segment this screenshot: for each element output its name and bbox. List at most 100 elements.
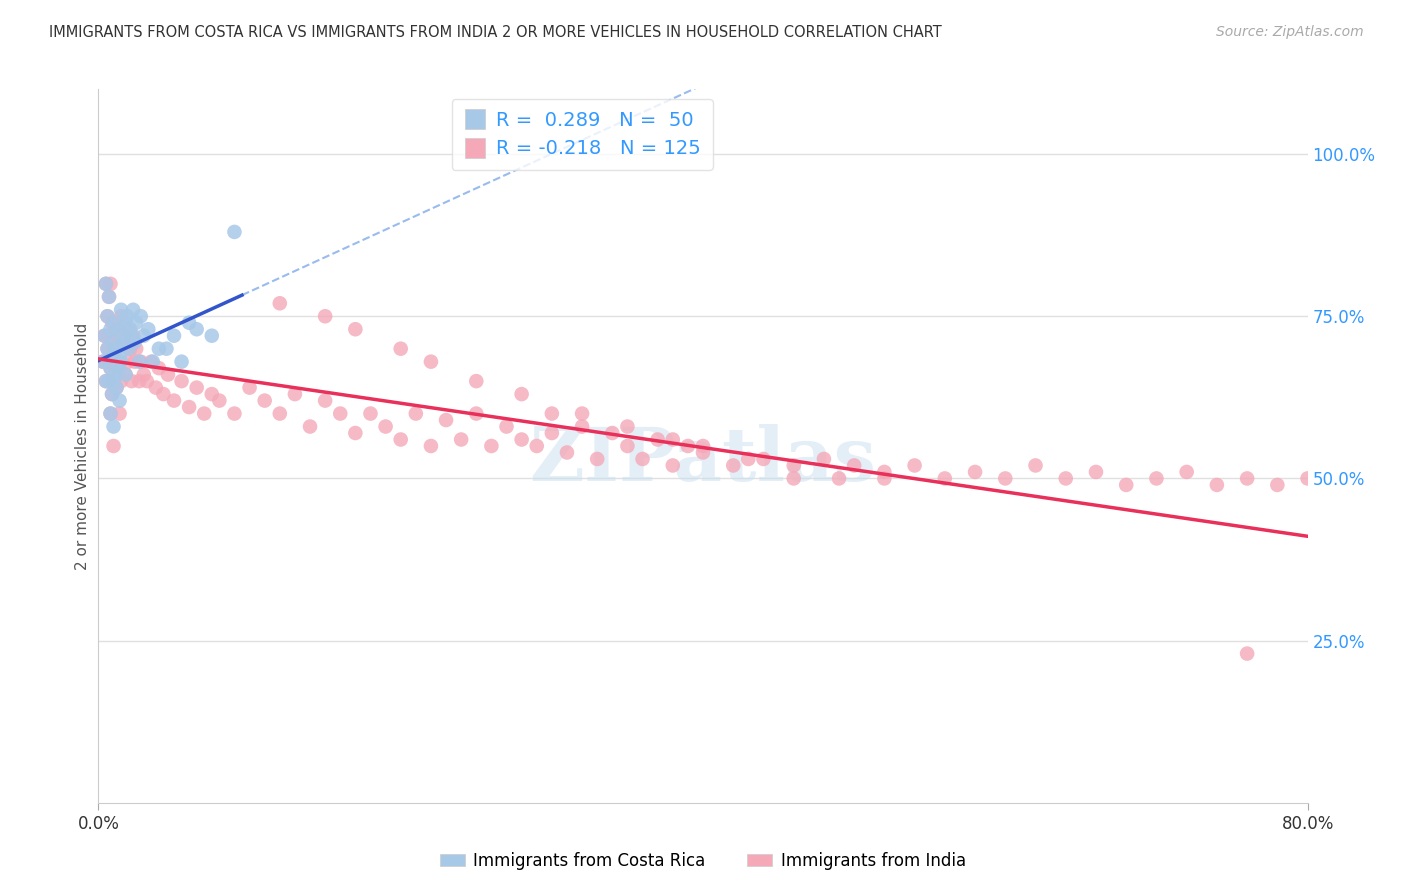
Point [104, 316, 127, 330]
Point [93, 328, 115, 343]
Point [224, 407, 246, 421]
Point [148, 342, 170, 356]
Point [904, 458, 927, 473]
Point [510, 387, 533, 401]
Point [104, 368, 127, 382]
Point [737, 452, 759, 467]
Point [96, 310, 118, 324]
Point [186, 381, 208, 395]
Point [105, 381, 128, 395]
Point [571, 407, 593, 421]
Point [647, 433, 669, 447]
Point [224, 225, 246, 239]
Point [124, 354, 146, 368]
Point [156, 368, 179, 382]
Point [104, 322, 127, 336]
Point [783, 471, 806, 485]
Point [94, 277, 117, 291]
Point [125, 342, 148, 356]
Point [692, 439, 714, 453]
Point [107, 361, 129, 376]
Point [98, 374, 121, 388]
Point [676, 439, 699, 453]
Point [1175, 465, 1198, 479]
Point [142, 354, 165, 368]
Point [120, 322, 142, 336]
Point [101, 348, 124, 362]
Point [269, 296, 291, 310]
Point [1267, 478, 1289, 492]
Point [1054, 471, 1077, 485]
Point [121, 374, 143, 388]
Point [105, 381, 128, 395]
Point [360, 407, 382, 421]
Point [110, 310, 132, 324]
Point [186, 322, 208, 336]
Point [107, 328, 129, 343]
Point [129, 354, 152, 368]
Point [374, 419, 396, 434]
Point [112, 328, 135, 343]
Point [253, 393, 276, 408]
Text: Source: ZipAtlas.com: Source: ZipAtlas.com [1216, 25, 1364, 39]
Point [103, 374, 125, 388]
Point [148, 361, 170, 376]
Point [389, 433, 412, 447]
Point [103, 342, 125, 356]
Point [201, 328, 224, 343]
Point [1296, 471, 1319, 485]
Point [129, 310, 152, 324]
Point [91, 354, 114, 368]
Point [420, 354, 443, 368]
Point [108, 393, 131, 408]
Point [122, 302, 145, 317]
Point [873, 465, 896, 479]
Point [136, 322, 159, 336]
Point [239, 381, 262, 395]
Point [105, 342, 128, 356]
Point [125, 316, 148, 330]
Point [100, 277, 122, 291]
Point [114, 368, 136, 382]
Point [98, 354, 121, 368]
Point [107, 322, 129, 336]
Point [118, 342, 141, 356]
Point [98, 290, 121, 304]
Point [1236, 647, 1258, 661]
Point [132, 368, 155, 382]
Point [1206, 478, 1229, 492]
Point [94, 277, 117, 291]
Point [121, 328, 143, 343]
Point [495, 419, 517, 434]
Point [179, 316, 201, 330]
Point [115, 322, 138, 336]
Point [571, 419, 593, 434]
Point [135, 374, 157, 388]
Text: ZIPatlas: ZIPatlas [530, 424, 876, 497]
Point [170, 354, 193, 368]
Point [108, 407, 131, 421]
Point [98, 328, 121, 343]
Point [510, 433, 533, 447]
Legend: Immigrants from Costa Rica, Immigrants from India: Immigrants from Costa Rica, Immigrants f… [433, 846, 973, 877]
Y-axis label: 2 or more Vehicles in Household: 2 or more Vehicles in Household [75, 322, 90, 570]
Point [101, 387, 124, 401]
Point [481, 439, 503, 453]
Point [96, 310, 118, 324]
Point [631, 452, 654, 467]
Point [1024, 458, 1046, 473]
Point [661, 433, 683, 447]
Point [299, 419, 322, 434]
Point [112, 328, 135, 343]
Point [844, 458, 866, 473]
Point [100, 361, 122, 376]
Point [128, 374, 150, 388]
Point [96, 342, 118, 356]
Point [108, 354, 131, 368]
Point [752, 452, 775, 467]
Point [1236, 471, 1258, 485]
Point [132, 328, 155, 343]
Point [111, 335, 134, 350]
Text: IMMIGRANTS FROM COSTA RICA VS IMMIGRANTS FROM INDIA 2 OR MORE VEHICLES IN HOUSEH: IMMIGRANTS FROM COSTA RICA VS IMMIGRANTS… [49, 25, 942, 40]
Point [465, 407, 488, 421]
